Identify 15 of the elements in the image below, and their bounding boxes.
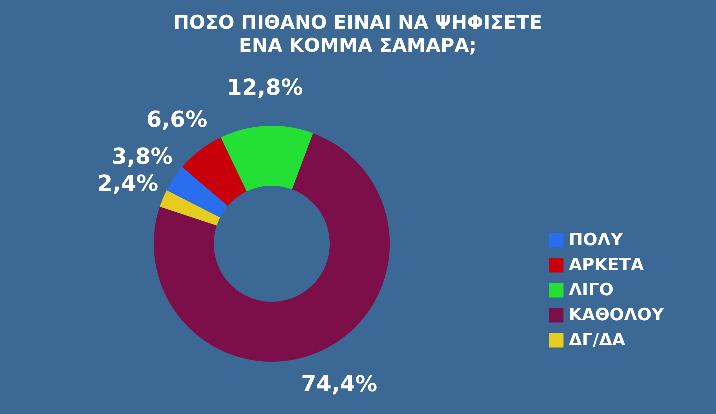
donut-slice (221, 126, 314, 192)
legend-label: ΔΓ/ΔΑ (569, 330, 626, 350)
data-label: 2,4% (98, 172, 159, 197)
donut-slice (166, 167, 228, 218)
legend-label: ΚΑΘΟΛΟΥ (569, 306, 665, 326)
legend-label: ΠΟΛΥ (569, 230, 624, 250)
data-label: 12,8% (226, 76, 304, 102)
data-label: 74,4% (301, 372, 378, 398)
donut-slice (160, 190, 220, 226)
legend-label: ΛΙΓΟ (569, 280, 614, 300)
legend-label: ΑΡΚΕΤΑ (569, 256, 645, 276)
donut-slice (182, 138, 247, 206)
data-label: 3,8% (112, 145, 173, 170)
data-label: 6,6% (146, 108, 208, 134)
chart-title: ΠΟΣΟ ΠΙΘΑΝΟ ΕΙΝΑΙ ΝΑ ΨΗΦΙΣΕΤΕ ΕΝΑ ΚΟΜΜΑ ΣΑΜΑΡΑ; (173, 12, 543, 57)
